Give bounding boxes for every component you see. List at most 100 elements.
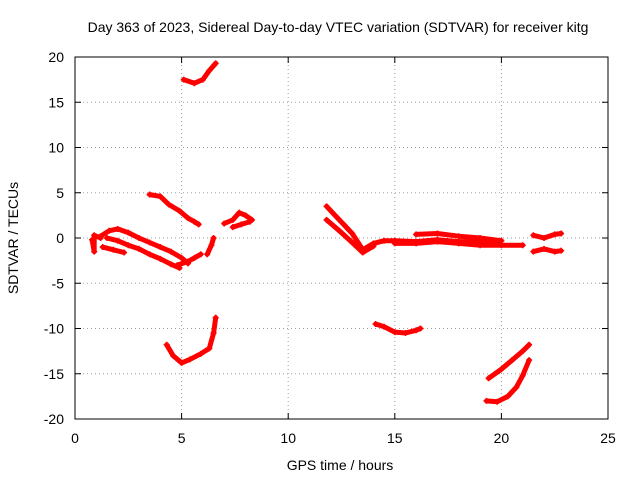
- data-point: [229, 224, 236, 231]
- data-point: [208, 242, 215, 249]
- data-point: [413, 240, 420, 247]
- data-point: [349, 239, 356, 246]
- data-point: [178, 359, 185, 366]
- data-point: [530, 232, 537, 239]
- data-point: [167, 261, 174, 268]
- series-arc-17: [530, 245, 565, 255]
- data-point: [336, 227, 343, 234]
- data-point: [391, 240, 398, 247]
- data-point: [526, 341, 533, 348]
- data-point: [187, 356, 194, 363]
- y-axis-label: SDTVAR / TECUs: [5, 182, 21, 294]
- data-point: [184, 215, 191, 222]
- series-arc-4: [99, 244, 128, 256]
- data-trace: [174, 251, 204, 268]
- data-point: [146, 191, 153, 198]
- data-point: [206, 67, 213, 74]
- data-point: [370, 243, 377, 250]
- x-tick-label: 25: [600, 430, 616, 446]
- data-point: [167, 248, 174, 255]
- data-point: [106, 227, 113, 234]
- data-point: [477, 235, 484, 241]
- data-point: [455, 240, 462, 247]
- data-point: [372, 320, 379, 327]
- data-point: [199, 76, 206, 83]
- x-tick-label: 0: [71, 430, 79, 446]
- data-point: [349, 230, 356, 237]
- data-point: [238, 221, 245, 228]
- data-point: [97, 233, 104, 240]
- data-point: [157, 244, 164, 251]
- y-tick-label: 20: [48, 49, 64, 65]
- data-point: [551, 248, 558, 255]
- data-point: [180, 76, 187, 83]
- data-point: [204, 251, 211, 258]
- data-trace: [89, 232, 104, 255]
- data-point: [504, 393, 511, 400]
- data-point: [174, 262, 181, 269]
- y-tick-label: 15: [48, 94, 64, 110]
- data-point: [323, 216, 330, 223]
- data-point: [157, 193, 164, 200]
- data-point: [494, 398, 501, 405]
- series-arc-3: [103, 235, 183, 271]
- data-point: [195, 221, 202, 228]
- series-arc-11: [163, 314, 219, 366]
- data-point: [210, 235, 217, 241]
- data-point: [413, 231, 420, 238]
- data-point: [434, 238, 441, 245]
- data-trace: [530, 246, 564, 255]
- data-point: [229, 216, 236, 223]
- data-point: [170, 352, 177, 359]
- series-arc-6: [174, 251, 204, 269]
- series-arc-9: [229, 218, 253, 231]
- y-tick-label: 10: [48, 140, 64, 156]
- data-point: [526, 357, 533, 364]
- data-point: [246, 218, 253, 225]
- data-point: [519, 372, 526, 379]
- data-point: [551, 231, 558, 238]
- data-point: [340, 221, 347, 228]
- data-point: [184, 258, 191, 265]
- series-arc-7: [204, 235, 217, 258]
- y-tick-label: 0: [56, 230, 64, 246]
- data-point: [191, 218, 198, 225]
- data-point: [402, 330, 409, 337]
- data-point: [191, 254, 198, 261]
- data-point: [103, 235, 110, 241]
- data-point: [91, 232, 98, 239]
- series-arc-15: [413, 230, 505, 244]
- grid: [75, 57, 608, 419]
- data-point: [212, 60, 219, 67]
- data-point: [221, 220, 228, 227]
- data-point: [519, 348, 526, 355]
- series-arc-5: [146, 191, 202, 228]
- data-point: [206, 345, 213, 352]
- data-point: [121, 249, 128, 256]
- data-point: [114, 225, 121, 232]
- data-point: [541, 235, 548, 241]
- data-point: [146, 251, 153, 258]
- data-point: [323, 203, 330, 210]
- y-tick-label: 5: [56, 185, 64, 201]
- data-point: [125, 242, 132, 249]
- data-point: [178, 254, 185, 261]
- data-point: [236, 209, 243, 216]
- y-tick-label: -15: [44, 366, 64, 382]
- data-point: [191, 80, 198, 87]
- data-point: [146, 239, 153, 246]
- data-point: [165, 201, 172, 208]
- data-point: [163, 341, 170, 348]
- data-point: [210, 330, 217, 337]
- data-trace: [98, 226, 191, 266]
- data-point: [242, 212, 249, 219]
- data-trace: [204, 235, 217, 257]
- series-arc-1: [89, 232, 104, 255]
- data-point: [176, 207, 183, 214]
- series-arc-8: [221, 209, 255, 227]
- data-point: [381, 323, 388, 330]
- data-trace: [147, 192, 202, 227]
- data-point: [391, 329, 398, 336]
- data-point: [541, 245, 548, 252]
